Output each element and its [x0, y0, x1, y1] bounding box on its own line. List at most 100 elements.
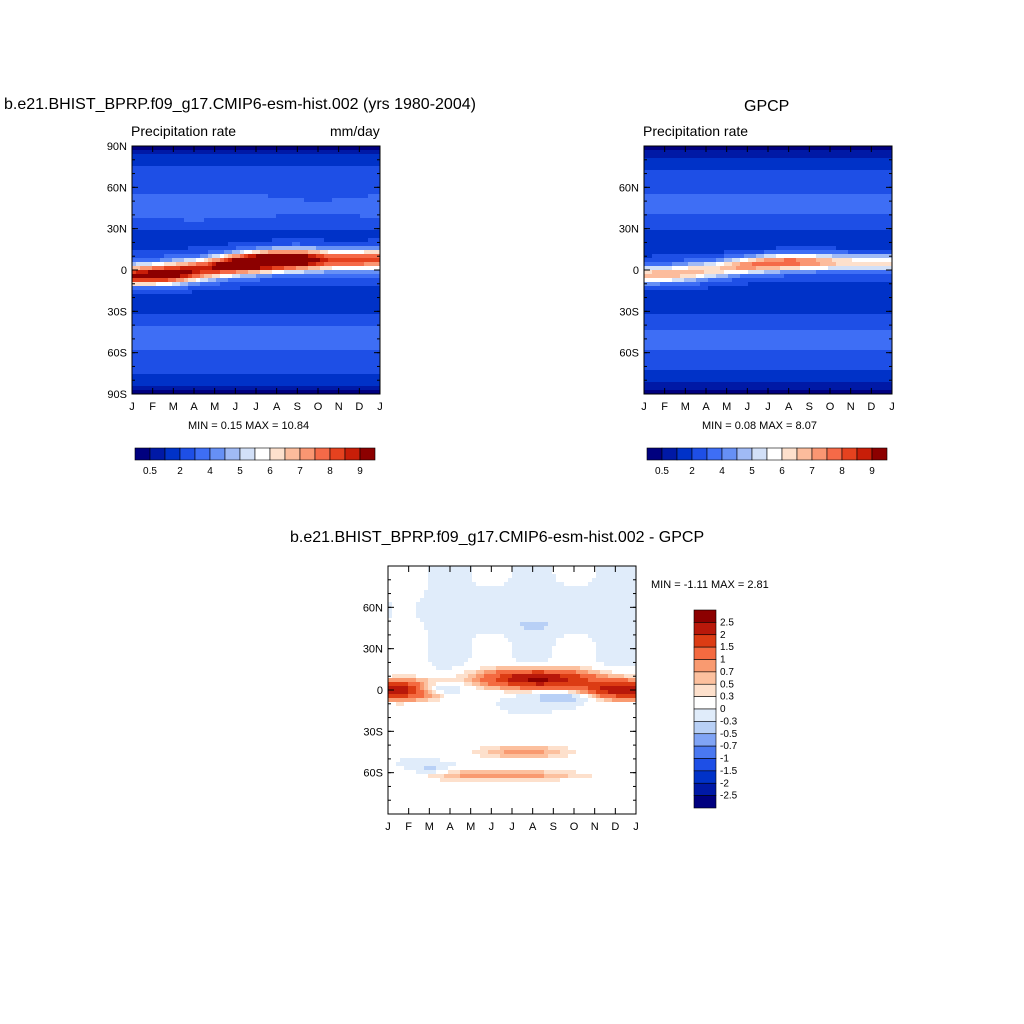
- contour-cell: [192, 306, 197, 311]
- contour-cell: [308, 322, 313, 327]
- contour-cell: [296, 178, 301, 183]
- contour-cell: [276, 354, 281, 359]
- contour-cell: [816, 162, 821, 167]
- x-tick-label: J: [253, 401, 259, 413]
- contour-cell: [360, 294, 365, 299]
- contour-cell: [212, 278, 217, 283]
- contour-cell: [288, 338, 293, 343]
- contour-cell: [256, 218, 261, 223]
- contour-cell: [144, 362, 149, 367]
- contour-cell: [276, 338, 281, 343]
- contour-cell: [792, 170, 797, 175]
- contour-cell: [264, 342, 269, 347]
- contour-cell: [260, 198, 265, 203]
- contour-cell: [364, 322, 369, 327]
- contour-cell: [796, 186, 801, 191]
- contour-cell: [360, 166, 365, 171]
- contour-cell: [216, 338, 221, 343]
- contour-cell: [244, 162, 249, 167]
- contour-cell: [288, 314, 293, 319]
- contour-cell: [188, 234, 193, 239]
- contour-cell: [248, 202, 253, 207]
- contour-cell: [204, 326, 209, 331]
- contour-cell: [260, 186, 265, 191]
- contour-cell: [672, 158, 677, 163]
- contour-cell: [232, 186, 237, 191]
- contour-cell: [356, 242, 361, 247]
- contour-cell: [144, 246, 149, 251]
- contour-cell: [768, 186, 773, 191]
- contour-cell: [676, 202, 681, 207]
- contour-cell: [260, 354, 265, 359]
- contour-cell: [228, 258, 233, 263]
- contour-cell: [808, 158, 813, 163]
- contour-cell: [272, 270, 277, 275]
- contour-cell: [184, 338, 189, 343]
- contour-cell: [356, 366, 361, 371]
- contour-cell: [712, 182, 717, 187]
- contour-cell: [260, 146, 265, 151]
- contour-cell: [196, 154, 201, 159]
- contour-cell: [252, 194, 257, 199]
- contour-cell: [164, 158, 169, 163]
- contour-cell: [308, 238, 313, 243]
- contour-cell: [168, 158, 173, 163]
- contour-cell: [744, 202, 749, 207]
- contour-cell: [276, 170, 281, 175]
- contour-cell: [236, 198, 241, 203]
- contour-cell: [240, 342, 245, 347]
- contour-cell: [220, 306, 225, 311]
- contour-cell: [364, 222, 369, 227]
- contour-cell: [232, 334, 237, 339]
- contour-cell: [284, 314, 289, 319]
- contour-cell: [232, 294, 237, 299]
- contour-cell: [364, 154, 369, 159]
- contour-cell: [208, 234, 213, 239]
- contour-cell: [360, 358, 365, 363]
- contour-cell: [152, 250, 157, 255]
- contour-cell: [700, 198, 705, 203]
- contour-cell: [260, 350, 265, 355]
- contour-cell: [212, 282, 217, 287]
- contour-cell: [648, 174, 653, 179]
- contour-cell: [244, 290, 249, 295]
- contour-cell: [308, 338, 313, 343]
- contour-cell: [188, 354, 193, 359]
- contour-cell: [324, 274, 329, 279]
- contour-cell: [140, 266, 145, 271]
- contour-cell: [276, 270, 281, 275]
- contour-cell: [856, 162, 861, 167]
- contour-cell: [300, 202, 305, 207]
- contour-cell: [172, 222, 177, 227]
- contour-cell: [236, 146, 241, 151]
- contour-cell: [768, 210, 773, 215]
- contour-cell: [220, 278, 225, 283]
- contour-cell: [356, 370, 361, 375]
- contour-cell: [348, 314, 353, 319]
- contour-cell: [196, 226, 201, 231]
- contour-cell: [192, 366, 197, 371]
- contour-cell: [320, 170, 325, 175]
- contour-cell: [324, 238, 329, 243]
- contour-cell: [236, 178, 241, 183]
- contour-cell: [224, 386, 229, 391]
- contour-cell: [364, 286, 369, 291]
- contour-cell: [176, 306, 181, 311]
- contour-cell: [240, 294, 245, 299]
- contour-cell: [340, 182, 345, 187]
- contour-cell: [252, 306, 257, 311]
- contour-cell: [232, 226, 237, 231]
- contour-cell: [352, 210, 357, 215]
- contour-cell: [652, 210, 657, 215]
- contour-cell: [372, 390, 377, 395]
- contour-cell: [272, 194, 277, 199]
- contour-cell: [800, 182, 805, 187]
- contour-cell: [760, 206, 765, 211]
- contour-cell: [372, 258, 377, 263]
- contour-cell: [224, 170, 229, 175]
- contour-cell: [296, 254, 301, 259]
- contour-cell: [324, 310, 329, 315]
- contour-cell: [364, 382, 369, 387]
- colorbar-label: 2: [177, 466, 183, 477]
- contour-cell: [280, 298, 285, 303]
